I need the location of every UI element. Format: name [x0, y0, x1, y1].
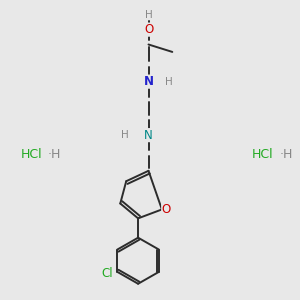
- Text: ·H: ·H: [279, 148, 293, 161]
- Text: ·H: ·H: [47, 148, 61, 161]
- Text: O: O: [144, 23, 153, 36]
- Text: O: O: [162, 203, 171, 216]
- Text: Cl: Cl: [101, 267, 113, 280]
- Text: H: H: [165, 76, 173, 87]
- Text: N: N: [143, 75, 154, 88]
- Text: H: H: [145, 10, 152, 20]
- Text: N: N: [144, 129, 153, 142]
- Text: H: H: [121, 130, 129, 140]
- Text: HCl: HCl: [252, 148, 274, 161]
- Text: HCl: HCl: [20, 148, 42, 161]
